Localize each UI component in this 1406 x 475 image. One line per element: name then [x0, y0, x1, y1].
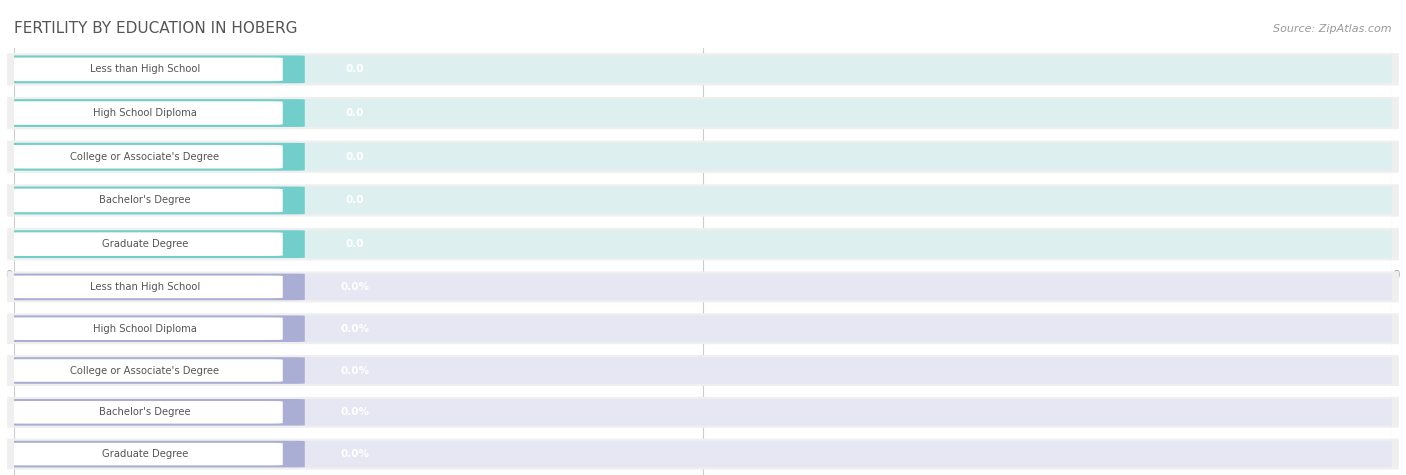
FancyBboxPatch shape: [7, 232, 283, 256]
FancyBboxPatch shape: [7, 187, 305, 214]
Text: FERTILITY BY EDUCATION IN HOBERG: FERTILITY BY EDUCATION IN HOBERG: [14, 21, 298, 36]
Text: 0.0: 0.0: [346, 152, 364, 162]
Text: Bachelor's Degree: Bachelor's Degree: [100, 195, 191, 206]
Text: College or Associate's Degree: College or Associate's Degree: [70, 365, 219, 376]
Text: High School Diploma: High School Diploma: [93, 323, 197, 334]
Text: College or Associate's Degree: College or Associate's Degree: [70, 152, 219, 162]
Text: Less than High School: Less than High School: [90, 282, 200, 292]
FancyBboxPatch shape: [7, 271, 1399, 303]
FancyBboxPatch shape: [7, 401, 283, 424]
FancyBboxPatch shape: [7, 399, 1399, 426]
Text: Less than High School: Less than High School: [90, 64, 200, 75]
FancyBboxPatch shape: [7, 143, 1399, 171]
FancyBboxPatch shape: [7, 313, 1399, 344]
FancyBboxPatch shape: [7, 230, 1399, 258]
FancyBboxPatch shape: [7, 315, 305, 342]
Text: 0.0%: 0.0%: [340, 449, 370, 459]
Text: 0.0%: 0.0%: [340, 323, 370, 334]
FancyBboxPatch shape: [7, 317, 283, 340]
FancyBboxPatch shape: [7, 441, 305, 467]
Text: 0.0: 0.0: [346, 239, 364, 249]
Text: High School Diploma: High School Diploma: [93, 108, 197, 118]
FancyBboxPatch shape: [7, 99, 1399, 127]
FancyBboxPatch shape: [7, 187, 1399, 214]
Text: 0.0: 0.0: [346, 195, 364, 206]
FancyBboxPatch shape: [7, 357, 1399, 384]
FancyBboxPatch shape: [7, 184, 1399, 217]
Text: Graduate Degree: Graduate Degree: [101, 239, 188, 249]
Text: Graduate Degree: Graduate Degree: [101, 449, 188, 459]
FancyBboxPatch shape: [7, 143, 305, 171]
FancyBboxPatch shape: [7, 359, 283, 382]
FancyBboxPatch shape: [7, 189, 283, 212]
Text: Source: ZipAtlas.com: Source: ZipAtlas.com: [1274, 23, 1392, 34]
FancyBboxPatch shape: [7, 97, 1399, 129]
Text: 0.0: 0.0: [346, 108, 364, 118]
FancyBboxPatch shape: [7, 99, 305, 127]
FancyBboxPatch shape: [7, 56, 1399, 83]
Text: 0.0%: 0.0%: [340, 282, 370, 292]
Text: Bachelor's Degree: Bachelor's Degree: [100, 407, 191, 418]
FancyBboxPatch shape: [7, 230, 305, 258]
FancyBboxPatch shape: [7, 399, 305, 426]
FancyBboxPatch shape: [7, 228, 1399, 260]
FancyBboxPatch shape: [7, 53, 1399, 86]
FancyBboxPatch shape: [7, 397, 1399, 428]
Text: 0.0%: 0.0%: [340, 407, 370, 418]
FancyBboxPatch shape: [7, 276, 283, 298]
FancyBboxPatch shape: [7, 145, 283, 169]
Text: 0.0%: 0.0%: [340, 365, 370, 376]
FancyBboxPatch shape: [7, 357, 305, 384]
FancyBboxPatch shape: [7, 56, 305, 83]
FancyBboxPatch shape: [7, 101, 283, 125]
FancyBboxPatch shape: [7, 141, 1399, 173]
FancyBboxPatch shape: [7, 355, 1399, 386]
FancyBboxPatch shape: [7, 57, 283, 81]
FancyBboxPatch shape: [7, 315, 1399, 342]
FancyBboxPatch shape: [7, 274, 1399, 300]
FancyBboxPatch shape: [7, 274, 305, 300]
FancyBboxPatch shape: [7, 441, 1399, 467]
FancyBboxPatch shape: [7, 443, 283, 466]
Text: 0.0: 0.0: [346, 64, 364, 75]
FancyBboxPatch shape: [7, 438, 1399, 470]
